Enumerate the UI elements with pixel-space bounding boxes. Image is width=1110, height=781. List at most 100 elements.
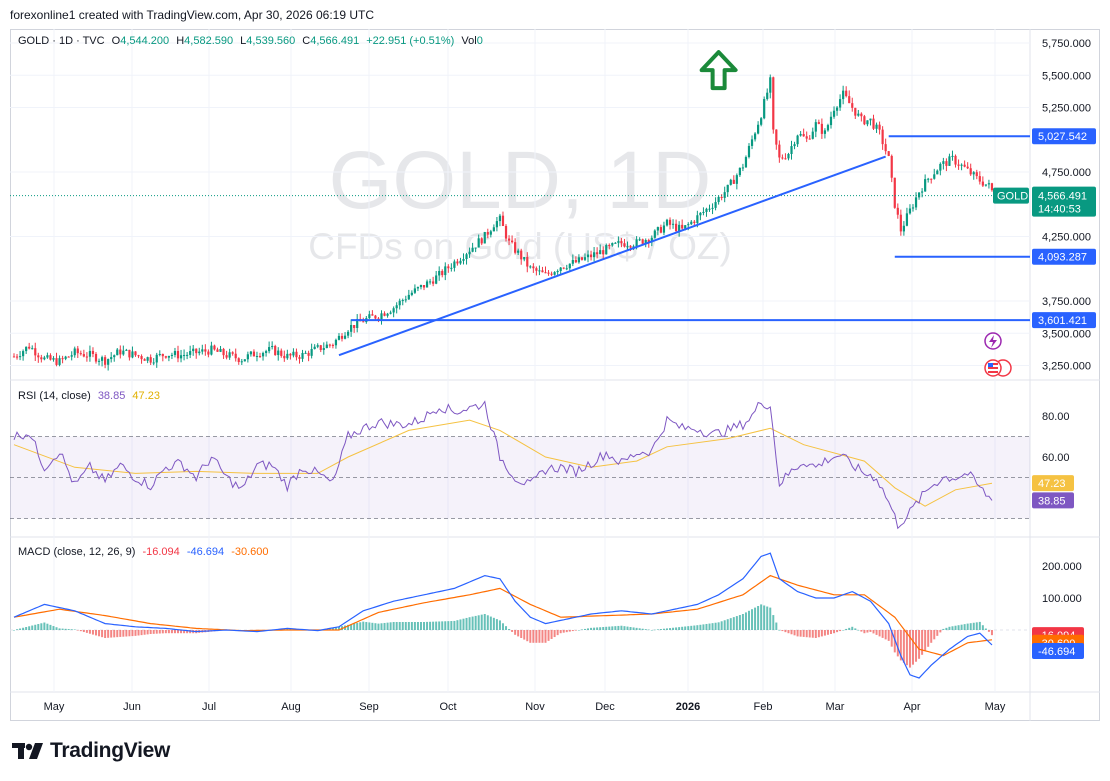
- candle-body: [550, 273, 553, 275]
- attribution-header: forexonline1 created with TradingView.co…: [10, 8, 374, 22]
- macd-histogram-bar: [772, 615, 775, 630]
- macd-histogram-bar: [860, 630, 863, 632]
- macd-histogram-bar: [37, 624, 40, 630]
- macd-histogram-bar: [416, 622, 419, 630]
- candle-body: [939, 163, 942, 171]
- candle-body: [353, 325, 356, 328]
- candle-body: [268, 347, 271, 352]
- candle-body: [823, 130, 827, 134]
- symbol-label[interactable]: GOLD · 1D · TVC: [18, 35, 105, 47]
- candle-body: [942, 161, 945, 164]
- low-label: L: [240, 35, 247, 47]
- macd-histogram-bar: [28, 626, 31, 630]
- macd-histogram-bar: [511, 630, 514, 632]
- macd-histogram-bar: [918, 630, 921, 659]
- macd-name[interactable]: MACD (close, 12, 26, 9): [18, 546, 136, 558]
- macd-histogram-bar: [450, 621, 453, 630]
- macd-histogram-bar: [419, 622, 422, 630]
- macd-pane: [10, 552, 1030, 679]
- candle-body: [97, 360, 101, 362]
- last-price-tag-bg: [1032, 186, 1096, 217]
- candle-body: [125, 349, 128, 351]
- candle-body: [629, 246, 632, 248]
- macd-histogram-bar: [899, 630, 902, 661]
- candle-body: [635, 239, 638, 247]
- macd-histogram-bar: [675, 627, 678, 630]
- macd-histogram-bar: [477, 615, 480, 630]
- price-tick-label: 4,250.000: [1042, 232, 1091, 244]
- candle-body: [316, 345, 319, 347]
- macd-histogram-bar: [107, 630, 110, 638]
- candle-body: [304, 352, 307, 354]
- macd-histogram-bar: [826, 630, 829, 635]
- candle-body: [589, 254, 593, 258]
- candle-body: [346, 331, 350, 336]
- macd-histogram-bar: [839, 630, 842, 632]
- macd-histogram-bar: [46, 623, 49, 630]
- time-tick-label: Apr: [903, 701, 920, 713]
- candle-body: [872, 118, 875, 129]
- candle-body: [851, 103, 854, 108]
- macd-histogram-bar: [705, 623, 708, 630]
- candle-body: [735, 175, 738, 184]
- candle-body: [565, 268, 568, 270]
- macd-histogram-bar: [559, 630, 562, 634]
- candle-body: [468, 251, 471, 255]
- macd-histogram-bar: [863, 630, 866, 634]
- candle-body: [854, 107, 857, 116]
- tradingview-logo[interactable]: TradingView: [12, 738, 170, 764]
- candle-body: [492, 227, 495, 232]
- candle-body: [15, 356, 19, 358]
- macd-histogram-bar: [662, 628, 665, 630]
- candle-body: [176, 350, 180, 359]
- macd-histogram-bar: [681, 626, 684, 630]
- candle-body: [100, 357, 104, 361]
- candle-body: [705, 208, 708, 212]
- candle-body: [832, 110, 836, 117]
- macd-histogram-bar: [751, 609, 754, 630]
- candle-body: [307, 352, 310, 356]
- candle-body: [638, 239, 641, 241]
- rsi-pane: [10, 400, 1030, 530]
- candle-body: [474, 247, 477, 249]
- rsi-tick-label: 80.00: [1042, 411, 1070, 423]
- macd-histogram-bar: [331, 627, 334, 630]
- macd-histogram-bar: [134, 630, 137, 636]
- lightning-icon[interactable]: [984, 332, 1002, 350]
- candle-body: [231, 352, 234, 354]
- candle-body: [757, 124, 760, 134]
- candle-body: [671, 223, 675, 225]
- candle-body: [632, 246, 635, 248]
- candle-body: [422, 285, 426, 288]
- candle-body: [893, 177, 896, 208]
- candle-body: [911, 207, 915, 209]
- us-flag-icon[interactable]: [984, 359, 1012, 377]
- macd-histogram-bar: [122, 630, 125, 637]
- candle-body: [653, 230, 656, 238]
- macd-histogram-bar: [672, 627, 675, 630]
- candle-body: [547, 272, 550, 274]
- candle-body: [441, 270, 444, 276]
- chart-frame[interactable]: [10, 29, 1100, 721]
- candle-body: [878, 124, 881, 130]
- candle-body: [583, 257, 587, 260]
- macd-histogram-bar: [173, 630, 176, 634]
- macd-histogram-bar: [836, 630, 839, 633]
- macd-histogram-bar: [632, 627, 635, 630]
- candle-body: [204, 349, 207, 352]
- candle-body: [580, 257, 584, 260]
- candle-body: [37, 355, 40, 358]
- macd-histogram-bar: [441, 621, 444, 630]
- level-price-tag-bg: [1032, 128, 1096, 145]
- rsi-name[interactable]: RSI (14, close): [18, 390, 91, 402]
- macd-histogram-bar: [474, 615, 477, 630]
- vol-number: 0: [476, 35, 483, 47]
- macd-histogram-bar: [787, 630, 790, 634]
- macd-histogram-bar: [535, 630, 538, 643]
- macd-histogram-bar: [890, 630, 893, 647]
- candle-body: [532, 266, 535, 269]
- candle-body: [614, 242, 617, 244]
- candle-body: [371, 314, 374, 316]
- macd-histogram-bar: [492, 617, 495, 630]
